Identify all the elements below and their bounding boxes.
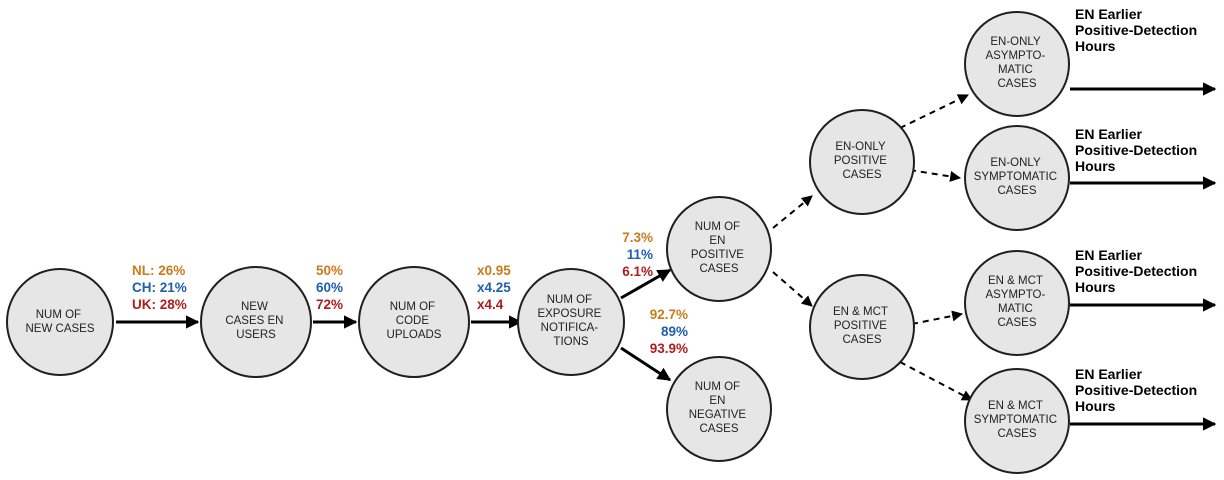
label-ch: 11% <box>627 247 653 262</box>
edge-en-only-to-asymptomatic <box>899 94 969 129</box>
label-nl: 92.7% <box>650 307 688 322</box>
svg-text:Positive-Detection: Positive-Detection <box>1075 22 1197 38</box>
svg-text:EN-ONLY ASYMPTO- M: EN-ONLY ASYMPTO- MATIC CASES <box>985 36 1048 90</box>
node-en-mct-positive: EN & MCT POSITIVE CASES <box>809 274 915 380</box>
svg-text:Positive-Detection: Positive-Detection <box>1075 263 1197 279</box>
svg-text:Hours: Hours <box>1075 398 1116 414</box>
svg-text:Hours: Hours <box>1075 158 1116 174</box>
label-ch: 89% <box>661 324 688 339</box>
edge-notifications-to-positive <box>620 268 672 300</box>
svg-text:NUM OF EXPOSURE NO: NUM OF EXPOSURE NOTIFICA- TIONS <box>537 294 604 348</box>
svg-text:EN & MCT POSITIVE: EN & MCT POSITIVE CASES <box>833 306 891 346</box>
svg-text:EN Earlier: EN Earlier <box>1075 6 1142 22</box>
label-ch: CH: 21% <box>132 280 187 295</box>
svg-text:NUM OF EN POSITIVE: NUM OF EN POSITIVE CASES <box>691 221 747 275</box>
label-uk: 72% <box>316 297 343 312</box>
edge-positive-to-en-mct <box>772 271 813 307</box>
node-en-positive: NUM OF EN POSITIVE CASES <box>666 196 772 302</box>
svg-text:NUM OF EN NEGATIVE: NUM OF EN NEGATIVE CASES <box>689 381 750 435</box>
label-nl: x0.95 <box>477 263 511 278</box>
label-positive-rate: 7.3% 11% 6.1% <box>622 230 653 279</box>
label-uk: 6.1% <box>622 264 653 279</box>
node-en-mct-asymptomatic: EN & MCT ASYMPTO- MATIC CASES <box>964 250 1070 356</box>
node-en-negative: NUM OF EN NEGATIVE CASES <box>666 356 772 462</box>
label-nl: 50% <box>316 263 343 278</box>
edge-en-mct-to-asymptomatic <box>911 310 964 325</box>
svg-text:NEW CASES EN USERS: NEW CASES EN USERS <box>225 301 286 341</box>
label-nl: 7.3% <box>622 230 653 245</box>
svg-text:EN-ONLY SYMPTOMATIC: EN-ONLY SYMPTOMATIC CASES <box>974 157 1060 197</box>
output-label: EN Earlier Positive-Detection Hours <box>1075 126 1197 174</box>
edge-en-only-to-symptomatic <box>909 169 962 182</box>
node-exposure-notifications: NUM OF EXPOSURE NOTIFICA- TIONS <box>517 268 625 376</box>
node-new-cases-en-users: NEW CASES EN USERS <box>200 266 312 378</box>
svg-text:EN & MCT SYMPTOMATIC: EN & MCT SYMPTOMATIC CASES <box>974 400 1060 440</box>
output-label: EN Earlier Positive-Detection Hours <box>1075 366 1197 414</box>
label-ch: x4.25 <box>477 280 511 295</box>
label-uk: UK: 28% <box>132 297 187 312</box>
svg-text:Hours: Hours <box>1075 38 1116 54</box>
svg-text:NUM OF CODE UPLOAD: NUM OF CODE UPLOADS <box>387 301 442 341</box>
label-adoption: NL: 26% CH: 21% UK: 28% <box>132 263 187 312</box>
svg-text:NUM OF NEW CASES: NUM OF NEW CASES <box>25 309 94 335</box>
node-new-cases: NUM OF NEW CASES <box>6 268 114 376</box>
svg-text:Positive-Detection: Positive-Detection <box>1075 142 1197 158</box>
node-code-uploads: NUM OF CODE UPLOADS <box>358 266 470 378</box>
output-label: EN Earlier Positive-Detection Hours <box>1075 247 1197 295</box>
svg-text:EN & MCT ASYMPTO-: EN & MCT ASYMPTO- MATIC CASES <box>985 275 1048 329</box>
label-uk: x4.4 <box>477 297 504 312</box>
svg-text:EN-ONLY POSITIVE C: EN-ONLY POSITIVE CASES <box>834 141 890 181</box>
node-en-only-symptomatic: EN-ONLY SYMPTOMATIC CASES <box>964 125 1070 231</box>
label-notification-factor: x0.95 x4.25 x4.4 <box>477 263 511 312</box>
svg-text:EN Earlier: EN Earlier <box>1075 366 1142 382</box>
output-label: EN Earlier Positive-Detection Hours <box>1075 6 1197 54</box>
label-negative-rate: 92.7% 89% 93.9% <box>650 307 688 356</box>
svg-text:Hours: Hours <box>1075 279 1116 295</box>
edge-positive-to-en-only <box>772 195 813 229</box>
svg-text:Positive-Detection: Positive-Detection <box>1075 382 1197 398</box>
node-en-mct-symptomatic: EN & MCT SYMPTOMATIC CASES <box>964 368 1070 474</box>
edge-en-mct-to-symptomatic <box>899 361 973 401</box>
node-en-only-positive: EN-ONLY POSITIVE CASES <box>809 109 915 215</box>
label-ch: 60% <box>316 280 343 295</box>
label-uk: 93.9% <box>650 341 688 356</box>
edge-notifications-to-negative <box>620 346 672 382</box>
node-en-only-asymptomatic: EN-ONLY ASYMPTO- MATIC CASES <box>964 11 1070 117</box>
svg-text:EN Earlier: EN Earlier <box>1075 247 1142 263</box>
label-nl: NL: 26% <box>132 263 185 278</box>
label-upload-rate: 50% 60% 72% <box>316 263 343 312</box>
svg-text:EN Earlier: EN Earlier <box>1075 126 1142 142</box>
